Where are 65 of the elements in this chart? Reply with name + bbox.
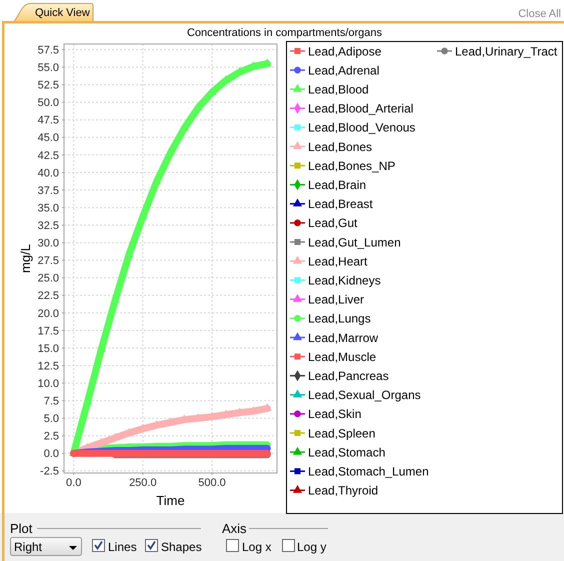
text: Axis (222, 521, 248, 536)
y-tick-label: 32.5 (38, 220, 59, 232)
legend-label: Lead,Stomach_Lumen (308, 464, 429, 479)
y-tick-label: 27.5 (38, 255, 59, 268)
legend-label: Lead,Muscle (308, 350, 376, 364)
x-tick-label: 250.0 (129, 477, 157, 489)
text: Plot (10, 521, 33, 536)
y-tick-label: -2.5 (40, 466, 59, 478)
y-tick-label: 35.0 (38, 202, 59, 214)
legend-label: Lead,Gut (308, 216, 358, 230)
legend-label: Lead,Stomach (308, 445, 386, 460)
legend-label: Lead,Pancreas (308, 369, 389, 384)
legend-label: Lead,Bones_NP (308, 158, 396, 173)
y-axis-title: mg/L (18, 244, 33, 273)
y-tick-label: 42.5 (38, 150, 59, 162)
y-tick-label: 10.0 (38, 378, 59, 390)
y-tick-label: 37.5 (38, 184, 59, 197)
legend-label: Lead,Breast (308, 197, 374, 212)
y-tick-label: 50.0 (38, 97, 59, 110)
y-tick-label: 47.5 (38, 114, 59, 127)
x-axis-title: Time (156, 493, 185, 508)
text: Log x (242, 540, 272, 554)
legend-label: Lead,Heart (308, 254, 368, 268)
legend-label: Lead,Gut_Lumen (308, 235, 401, 250)
legend-label: Lead,Blood_Venous (308, 120, 416, 135)
legend-label: Lead,Blood_Arterial (308, 102, 414, 116)
text: Right (14, 540, 43, 554)
y-tick-label: 17.5 (38, 325, 59, 338)
text: Lines (108, 540, 137, 554)
x-tick-label: 500.0 (198, 477, 226, 489)
legend-label: Lead,Adrenal (308, 63, 380, 78)
y-tick-label: 30.0 (38, 238, 59, 250)
legend-label: Lead,Liver (308, 292, 364, 307)
y-tick-label: 20.0 (38, 308, 59, 320)
x-tick-label: 0.0 (66, 477, 82, 489)
legend-label: Lead,Skin (308, 407, 362, 422)
y-tick-label: 5.0 (44, 413, 59, 426)
y-tick-label: 40.0 (38, 167, 59, 180)
y-tick-label: 0.0 (44, 448, 59, 460)
legend-label: Lead,Adipose (308, 44, 382, 58)
y-tick-label: 12.5 (38, 360, 59, 372)
legend-label: Lead,Sexual_Organs (308, 388, 421, 402)
y-tick-label: 45.0 (38, 132, 59, 144)
legend-label: Lead,Urinary_Tract (455, 44, 558, 58)
y-tick-label: 7.5 (44, 396, 59, 408)
y-tick-label: 15.0 (38, 342, 59, 355)
legend-label: Lead,Brain (308, 178, 366, 192)
text: Quick View (35, 7, 90, 19)
legend-label: Lead,Kidneys (308, 274, 381, 288)
legend-label: Lead,Blood (308, 82, 369, 97)
text: Shapes (161, 540, 202, 554)
text: Close All (518, 8, 561, 20)
legend-label: Lead,Lungs (308, 312, 371, 326)
text: Log y (297, 540, 326, 554)
y-tick-label: 2.5 (44, 430, 59, 443)
chart-title: Concentrations in compartments/organs (186, 27, 383, 39)
y-tick-label: 52.5 (38, 80, 59, 92)
y-tick-label: 22.5 (38, 290, 59, 302)
y-tick-label: 57.5 (38, 44, 59, 56)
legend-label: Lead,Thyroid (308, 484, 378, 498)
y-tick-label: 25.0 (38, 272, 59, 285)
legend-label: Lead,Marrow (308, 330, 378, 345)
legend-label: Lead,Spleen (308, 426, 376, 440)
y-tick-label: 55.0 (38, 62, 59, 74)
legend-label: Lead,Bones (308, 140, 372, 154)
